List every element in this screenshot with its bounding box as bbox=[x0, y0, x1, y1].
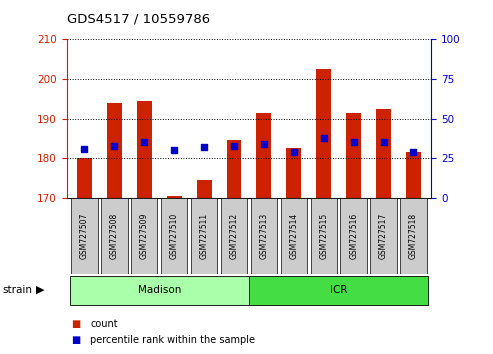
Bar bbox=[227, 141, 242, 198]
Text: GSM727509: GSM727509 bbox=[140, 213, 149, 259]
Bar bbox=[370, 198, 397, 274]
Point bbox=[80, 146, 88, 152]
Bar bbox=[286, 148, 301, 198]
Bar bbox=[221, 198, 247, 274]
Bar bbox=[376, 109, 391, 198]
Text: GSM727518: GSM727518 bbox=[409, 213, 418, 259]
Bar bbox=[256, 113, 271, 198]
Text: GSM727507: GSM727507 bbox=[80, 213, 89, 259]
Bar bbox=[161, 198, 187, 274]
Text: GSM727515: GSM727515 bbox=[319, 213, 328, 259]
Bar bbox=[167, 196, 182, 198]
Point bbox=[141, 140, 148, 145]
Bar bbox=[137, 101, 152, 198]
Point bbox=[200, 144, 208, 150]
Text: GSM727512: GSM727512 bbox=[230, 213, 239, 259]
Bar bbox=[281, 198, 307, 274]
Text: ▶: ▶ bbox=[35, 285, 44, 295]
Point bbox=[350, 140, 357, 145]
Text: GSM727508: GSM727508 bbox=[110, 213, 119, 259]
Text: GSM727510: GSM727510 bbox=[170, 213, 178, 259]
Bar bbox=[107, 103, 122, 198]
Text: GDS4517 / 10559786: GDS4517 / 10559786 bbox=[67, 12, 210, 25]
Bar bbox=[251, 198, 277, 274]
Text: count: count bbox=[90, 319, 118, 329]
Bar bbox=[101, 198, 128, 274]
Point bbox=[110, 143, 118, 149]
Text: percentile rank within the sample: percentile rank within the sample bbox=[90, 335, 255, 345]
Bar bbox=[346, 113, 361, 198]
Point bbox=[170, 148, 178, 153]
Text: GSM727511: GSM727511 bbox=[200, 213, 209, 259]
Point bbox=[410, 149, 418, 155]
Text: GSM727517: GSM727517 bbox=[379, 213, 388, 259]
Bar bbox=[406, 153, 421, 198]
Bar bbox=[77, 159, 92, 198]
Bar bbox=[191, 198, 217, 274]
Bar bbox=[197, 180, 211, 198]
Bar bbox=[311, 198, 337, 274]
Bar bbox=[341, 198, 367, 274]
Point bbox=[230, 143, 238, 149]
Text: ICR: ICR bbox=[330, 285, 348, 295]
Bar bbox=[70, 276, 249, 304]
Text: strain: strain bbox=[2, 285, 33, 295]
Bar bbox=[249, 276, 428, 304]
Bar bbox=[316, 69, 331, 198]
Bar bbox=[131, 198, 157, 274]
Point bbox=[290, 149, 298, 155]
Text: ■: ■ bbox=[71, 319, 81, 329]
Text: GSM727516: GSM727516 bbox=[349, 213, 358, 259]
Point bbox=[260, 141, 268, 147]
Text: GSM727514: GSM727514 bbox=[289, 213, 298, 259]
Bar bbox=[71, 198, 98, 274]
Bar bbox=[400, 198, 426, 274]
Text: Madison: Madison bbox=[138, 285, 181, 295]
Text: ■: ■ bbox=[71, 335, 81, 345]
Point bbox=[380, 140, 387, 145]
Text: GSM727513: GSM727513 bbox=[259, 213, 268, 259]
Point bbox=[320, 135, 328, 141]
